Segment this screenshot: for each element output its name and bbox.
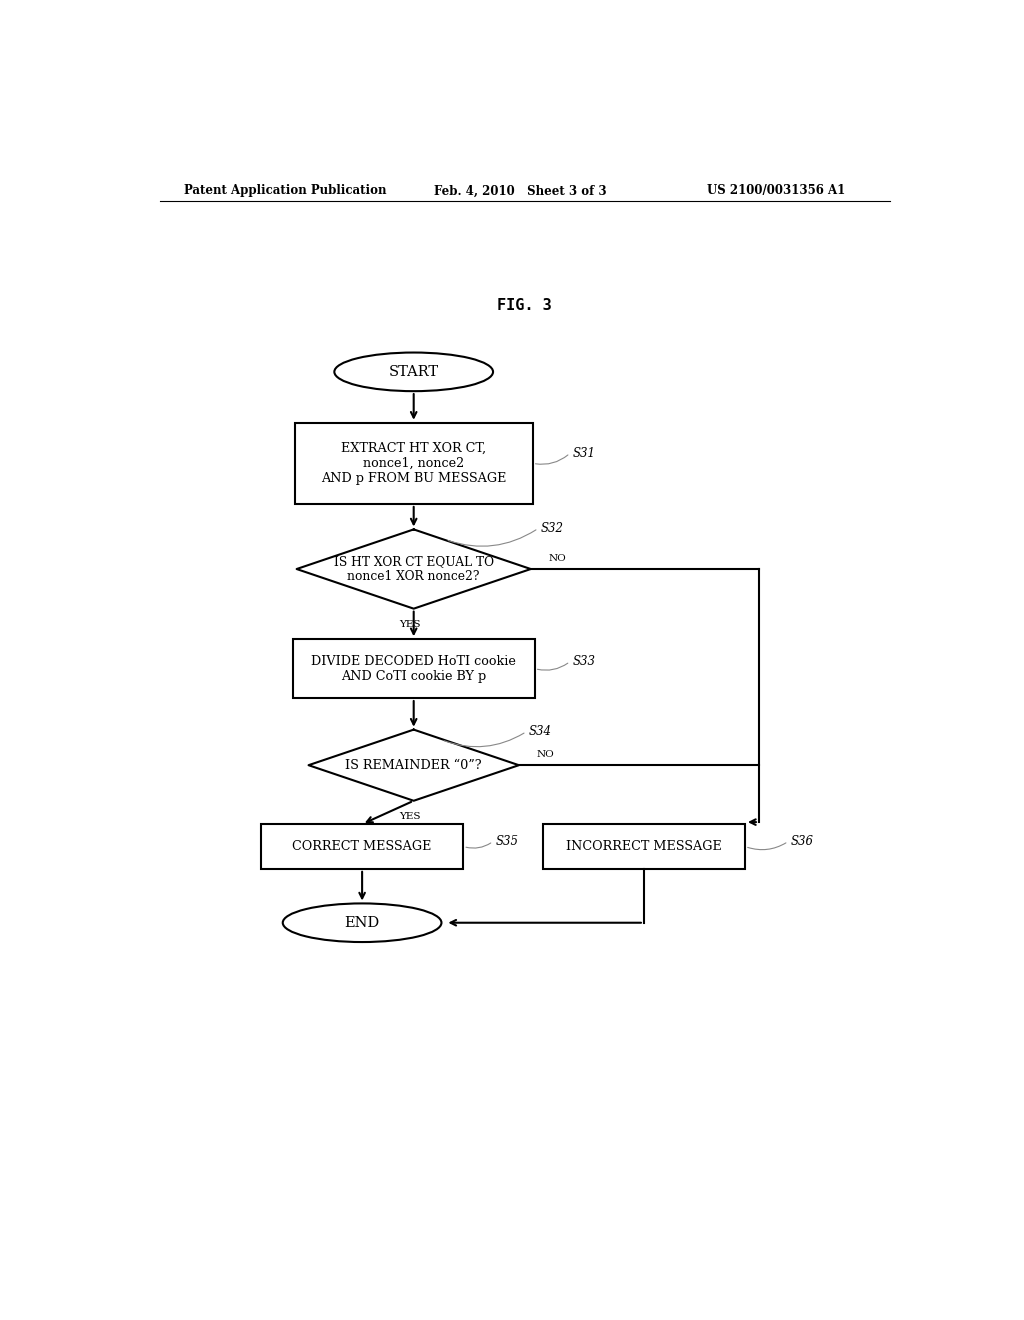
Text: S35: S35 [496, 836, 518, 847]
Text: YES: YES [399, 620, 421, 628]
Text: S36: S36 [791, 836, 814, 847]
Text: NO: NO [537, 750, 554, 759]
Text: DIVIDE DECODED HoTI cookie
AND CoTI cookie BY p: DIVIDE DECODED HoTI cookie AND CoTI cook… [311, 655, 516, 682]
Bar [543, 824, 745, 869]
Text: INCORRECT MESSAGE: INCORRECT MESSAGE [566, 840, 722, 853]
Text: EXTRACT HT XOR CT,
nonce1, nonce2
AND p FROM BU MESSAGE: EXTRACT HT XOR CT, nonce1, nonce2 AND p … [321, 442, 507, 484]
Text: S34: S34 [528, 725, 552, 738]
Text: Patent Application Publication: Patent Application Publication [183, 185, 386, 198]
Text: S33: S33 [572, 655, 595, 668]
Text: START: START [389, 364, 438, 379]
Text: S32: S32 [541, 521, 563, 535]
Text: FIG. 3: FIG. 3 [498, 298, 552, 313]
Text: CORRECT MESSAGE: CORRECT MESSAGE [293, 840, 432, 853]
Text: IS HT XOR CT EQUAL TO
nonce1 XOR nonce2?: IS HT XOR CT EQUAL TO nonce1 XOR nonce2? [334, 554, 494, 583]
Text: END: END [344, 916, 380, 929]
Text: US 2100/0031356 A1: US 2100/0031356 A1 [708, 185, 846, 198]
Text: S31: S31 [572, 446, 595, 459]
Bar [295, 422, 532, 504]
Text: Feb. 4, 2010   Sheet 3 of 3: Feb. 4, 2010 Sheet 3 of 3 [433, 185, 606, 198]
Text: NO: NO [548, 554, 566, 562]
Text: IS REMAINDER “0”?: IS REMAINDER “0”? [345, 759, 482, 772]
Text: YES: YES [399, 812, 421, 821]
Bar [261, 824, 463, 869]
Bar [293, 639, 535, 698]
